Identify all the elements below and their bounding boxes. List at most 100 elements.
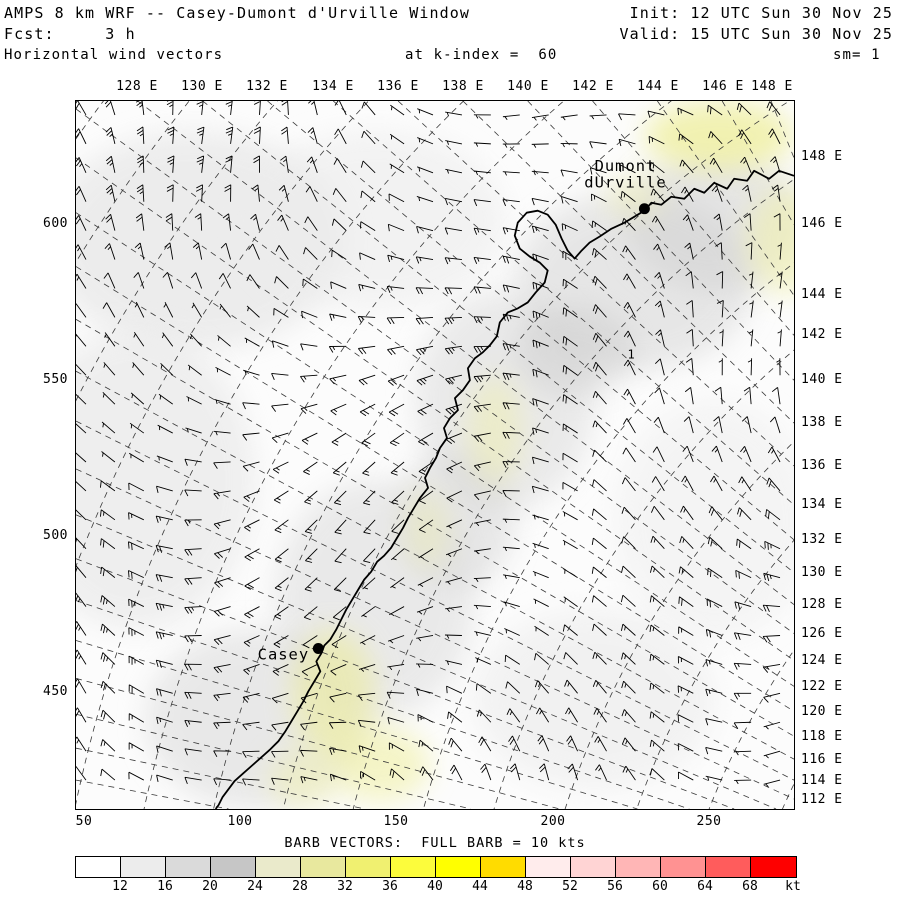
wind-barb xyxy=(653,416,665,434)
top-axis-longitude-label: 136 E xyxy=(377,79,419,94)
wind-barb xyxy=(735,569,752,579)
plot-title: AMPS 8 km WRF -- Casey-Dumont d'Urville … xyxy=(4,4,471,22)
wind-barb xyxy=(100,739,116,752)
wind-barb xyxy=(715,242,723,260)
wind-barb xyxy=(215,366,231,376)
wind-barb xyxy=(300,403,318,414)
wind-barb xyxy=(361,432,376,447)
wind-barb xyxy=(415,256,434,264)
wind-barb xyxy=(76,565,87,578)
wind-barb xyxy=(623,388,636,405)
wind-barb xyxy=(621,536,636,550)
wind-barb xyxy=(360,190,376,203)
wind-barb xyxy=(592,420,607,434)
wind-barb xyxy=(589,167,607,175)
wind-barb xyxy=(444,316,462,325)
wind-barb xyxy=(734,601,752,610)
wind-barb xyxy=(592,479,607,492)
wind-barb xyxy=(445,548,463,557)
colorbar-tick-label: 40 xyxy=(427,879,443,894)
coastline-layer xyxy=(214,169,794,809)
wind-barb xyxy=(271,372,289,380)
wind-barb xyxy=(225,126,234,144)
wind-barb xyxy=(362,490,376,506)
wind-barb xyxy=(213,750,231,758)
wind-barb xyxy=(682,214,694,231)
wind-barb xyxy=(280,155,289,173)
wind-barb xyxy=(219,303,231,318)
wind-barb xyxy=(128,598,145,608)
wind-barb xyxy=(623,301,636,318)
wind-barb xyxy=(99,480,116,492)
wind-barb xyxy=(649,682,665,694)
wind-barb xyxy=(766,477,781,492)
left-axis-grid-label: 550 xyxy=(43,372,68,387)
wind-barb xyxy=(275,245,289,260)
wind-barb xyxy=(76,303,87,318)
wind-barb xyxy=(416,196,434,203)
wind-barb xyxy=(473,432,491,442)
wind-barb xyxy=(560,169,578,177)
wind-barb xyxy=(391,490,405,505)
wind-barb xyxy=(76,128,87,145)
wind-barb xyxy=(562,511,578,521)
wind-barb xyxy=(619,164,636,174)
wind-barb xyxy=(213,692,231,702)
wind-barb xyxy=(332,461,347,476)
wind-barb xyxy=(156,774,173,782)
bottom-axis-grid-label: 250 xyxy=(696,814,722,829)
wind-barb xyxy=(747,358,753,376)
wind-barb xyxy=(242,778,260,786)
wind-barb xyxy=(214,548,231,559)
wind-barb xyxy=(649,565,665,578)
level-label: at k-index = 60 xyxy=(405,47,558,63)
wind-barb xyxy=(647,110,665,118)
wind-barb xyxy=(566,735,579,752)
wind-barb xyxy=(445,168,463,174)
wind-barb xyxy=(329,747,347,756)
wind-barb xyxy=(473,374,491,383)
wind-barb xyxy=(128,713,145,723)
right-axis-longitude-label: 132 E xyxy=(801,532,843,547)
wind-barb xyxy=(128,627,145,637)
wind-barb xyxy=(165,213,174,231)
wind-barb xyxy=(358,745,376,753)
wind-barb xyxy=(213,663,231,674)
wind-barb xyxy=(736,102,752,116)
wind-barb xyxy=(274,276,289,289)
wind-barb xyxy=(705,775,723,781)
wind-barb xyxy=(184,519,202,527)
wind-barb xyxy=(271,750,289,758)
wind-barb xyxy=(473,257,491,265)
wind-barb xyxy=(299,749,318,757)
wind-barb xyxy=(710,475,723,492)
wind-barb xyxy=(473,114,491,119)
wind-barb xyxy=(389,768,405,781)
init-time: Init: 12 UTC Sun 30 Nov 25 xyxy=(629,4,893,22)
wind-barb xyxy=(243,635,260,647)
wind-barb xyxy=(502,143,520,148)
wind-barb xyxy=(776,358,781,376)
wind-barb xyxy=(76,273,87,289)
wind-barb xyxy=(76,678,87,694)
wind-barb xyxy=(357,719,376,727)
wind-barb xyxy=(620,594,636,607)
wind-barb xyxy=(502,284,520,293)
wind-barb xyxy=(473,199,491,207)
wind-barb xyxy=(562,278,578,289)
colorbar-tick-label: 56 xyxy=(607,879,623,894)
wind-barb xyxy=(532,310,549,320)
wind-barb xyxy=(100,566,116,579)
wind-barb xyxy=(418,461,434,475)
wind-barb xyxy=(213,490,231,500)
wind-barb xyxy=(655,329,665,347)
right-axis-longitude-label: 136 E xyxy=(801,458,843,473)
wind-barb xyxy=(589,141,607,149)
wind-barb xyxy=(161,332,174,347)
wind-barb xyxy=(304,577,318,592)
wind-barb xyxy=(363,548,376,564)
wind-barb xyxy=(654,300,665,318)
wind-barb xyxy=(733,692,752,700)
wind-barb xyxy=(155,602,173,611)
wind-barb xyxy=(224,184,232,202)
